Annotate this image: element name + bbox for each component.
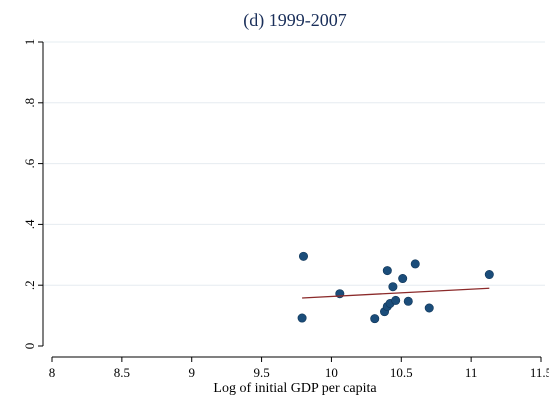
- scatter-point: [297, 313, 307, 323]
- data-marks: [297, 251, 494, 324]
- scatter-point: [298, 251, 308, 261]
- scatter-point: [484, 270, 494, 280]
- x-axis-label: Log of initial GDP per capita: [213, 381, 377, 396]
- x-tick-label: 9.5: [253, 365, 269, 380]
- y-tick-label: .6: [22, 158, 37, 168]
- y-tick-label: 0: [22, 343, 37, 350]
- chart-title: (d) 1999-2007: [243, 10, 346, 31]
- scatter-point: [410, 259, 420, 269]
- axes: 0 .2 .4 .6 .8 1 8 8.5 9 9.5 10 10.5 11 11.5: [22, 39, 549, 380]
- scatter-point: [370, 314, 380, 324]
- fit-line: [302, 287, 490, 299]
- x-tick-label: 11.5: [530, 365, 549, 380]
- scatter-point: [388, 282, 398, 292]
- y-tick-label: .4: [22, 219, 37, 229]
- x-tick-label: 10.5: [390, 365, 413, 380]
- scatter-point: [398, 274, 408, 284]
- scatter-point: [382, 266, 392, 276]
- x-tick-label: 8.5: [114, 365, 130, 380]
- scatter-point: [403, 296, 413, 306]
- x-tick-label: 11: [465, 365, 478, 380]
- y-tick-label: .8: [22, 98, 37, 108]
- x-tick-label: 8: [49, 365, 56, 380]
- y-tick-label: 1: [22, 39, 37, 46]
- x-tick-label: 9: [188, 365, 195, 380]
- x-tick-label: 10: [325, 365, 338, 380]
- scatter-point: [424, 303, 434, 313]
- scatter-point: [391, 295, 401, 305]
- y-tick-label: .2: [22, 280, 37, 290]
- grid-lines: [43, 41, 545, 286]
